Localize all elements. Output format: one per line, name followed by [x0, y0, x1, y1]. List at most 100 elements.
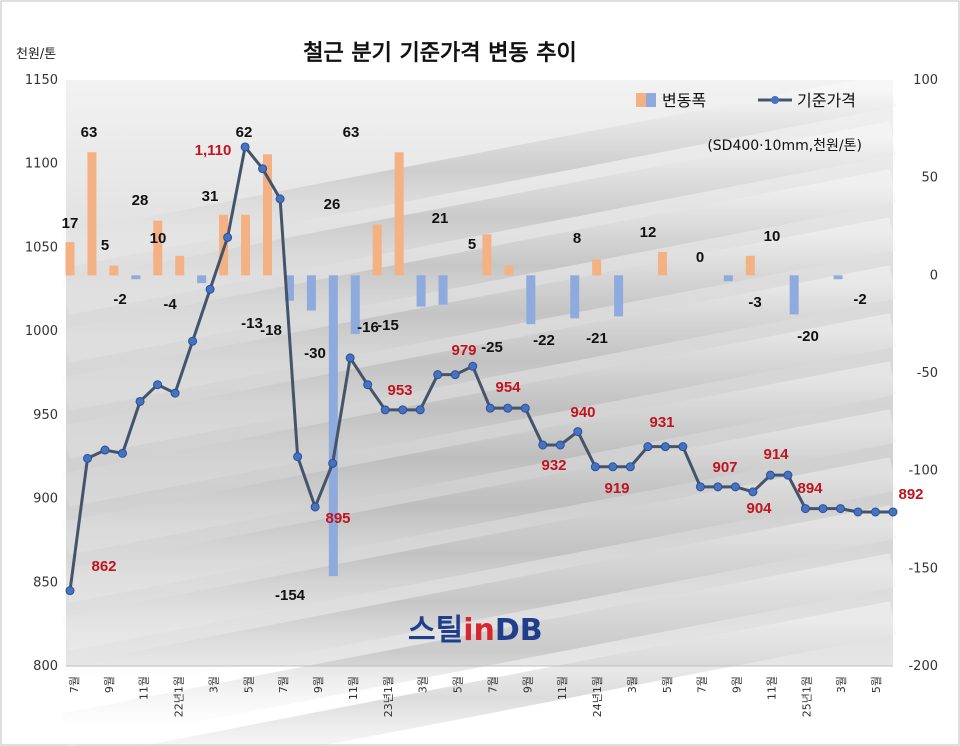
legend-line-marker [771, 96, 779, 104]
x-tick-label: 11월 [347, 676, 360, 700]
rod-stripe [62, 553, 897, 746]
rod-stripe [141, 601, 897, 746]
price-marker [835, 504, 845, 514]
bar-data-label: -4 [163, 296, 177, 313]
change-bar [504, 265, 514, 276]
price-marker [188, 336, 198, 346]
price-marker [503, 403, 513, 413]
bar-data-label: 0 [696, 249, 704, 266]
bar-data-label: -18 [260, 322, 282, 339]
logo-text-b: in [463, 613, 495, 648]
price-marker [118, 448, 128, 458]
price-data-label: 931 [649, 414, 674, 431]
rod-stripe [62, 361, 897, 555]
rod-stripe [62, 265, 897, 459]
price-data-label: 940 [570, 404, 595, 421]
price-marker [888, 507, 898, 517]
rod-stripe [62, 409, 897, 603]
price-marker [765, 470, 775, 480]
price-marker [468, 361, 478, 371]
legend-bar-swatch-pos [636, 93, 646, 107]
logo-text-c: DB [495, 613, 543, 648]
bar-data-label: 62 [236, 124, 253, 141]
x-tick-label: 9월 [521, 676, 534, 693]
price-data-label: 907 [712, 459, 737, 476]
change-bar [570, 275, 580, 319]
bar-data-label: -25 [481, 339, 503, 356]
legend-bar-swatch-neg [646, 93, 656, 107]
bar-data-label: -15 [377, 317, 399, 334]
price-data-label: 862 [91, 558, 116, 575]
y-right-tick-label: -150 [908, 561, 938, 576]
price-marker [293, 452, 303, 462]
bar-data-label: -2 [113, 291, 126, 308]
price-marker [713, 482, 723, 492]
rod-stripe [62, 313, 897, 507]
price-marker [555, 440, 565, 450]
change-bar [109, 265, 119, 276]
change-bar [328, 275, 338, 577]
price-marker [573, 427, 583, 437]
rod-stripe [62, 169, 897, 363]
price-marker [363, 380, 373, 390]
price-marker [678, 442, 688, 452]
price-marker [100, 445, 110, 455]
price-marker [345, 353, 355, 363]
price-marker [398, 405, 408, 415]
y-left-tick-label: 1000 [25, 324, 58, 339]
price-marker [65, 586, 75, 596]
bar-data-label: -21 [586, 330, 608, 347]
price-marker [415, 405, 425, 415]
x-tick-label: 11월 [138, 676, 151, 700]
price-marker [275, 194, 285, 204]
change-bar [350, 275, 360, 334]
price-data-label: 892 [898, 486, 923, 503]
change-bar [614, 275, 624, 317]
rod-stripe [62, 505, 897, 699]
x-tick-label: 5월 [661, 676, 674, 693]
x-tick-label: 7월 [696, 676, 709, 693]
price-marker [800, 504, 810, 514]
change-bar [175, 255, 185, 276]
price-data-label: 932 [541, 457, 566, 474]
bar-data-label: 17 [62, 215, 79, 232]
price-marker [748, 487, 758, 497]
bar-data-label: 31 [202, 188, 219, 205]
price-data-label: 979 [451, 342, 476, 359]
x-tick-label: 7월 [68, 676, 81, 693]
logo-text-a: 스틸 [408, 613, 463, 648]
price-marker [240, 142, 250, 152]
change-bar [306, 275, 316, 311]
bar-data-label: 63 [81, 124, 98, 141]
x-tick-label: 3월 [207, 676, 220, 693]
y-left-tick-label: 950 [33, 408, 58, 423]
price-marker [818, 504, 828, 514]
change-bar [723, 275, 733, 282]
price-marker [258, 164, 268, 174]
change-bar [482, 234, 492, 276]
change-bar [833, 275, 843, 280]
x-tick-label: 5월 [870, 676, 883, 693]
price-marker [660, 442, 670, 452]
change-bar [745, 255, 755, 276]
change-bar [284, 275, 294, 301]
price-data-label: 954 [495, 379, 521, 396]
price-data-label: 895 [325, 510, 350, 527]
price-marker [380, 405, 390, 415]
y-left-tick-label: 1150 [25, 73, 58, 88]
price-marker [450, 370, 460, 380]
x-tick-label: 5월 [452, 676, 465, 693]
bar-data-label: 10 [764, 228, 781, 245]
price-marker [310, 502, 320, 512]
price-marker [608, 462, 618, 472]
price-marker [870, 507, 880, 517]
unit-note: (SD400·10mm,천원/톤) [707, 138, 862, 154]
price-data-label: 914 [763, 446, 789, 463]
x-tick-label: 7월 [277, 676, 290, 693]
bar-data-label: -3 [748, 294, 761, 311]
x-tick-label: 11월 [556, 676, 569, 700]
x-tick-label: 24년1월 [591, 676, 604, 717]
change-bar [416, 275, 426, 307]
x-tick-label: 3월 [626, 676, 639, 693]
change-bar [197, 275, 207, 284]
